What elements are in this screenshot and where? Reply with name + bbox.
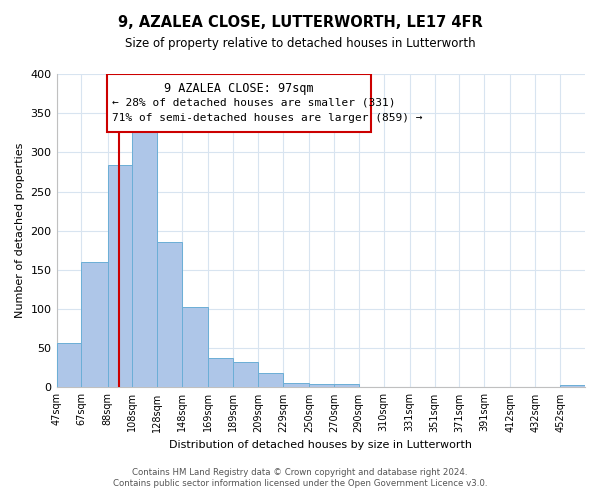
FancyBboxPatch shape <box>107 74 371 132</box>
Text: 9, AZALEA CLOSE, LUTTERWORTH, LE17 4FR: 9, AZALEA CLOSE, LUTTERWORTH, LE17 4FR <box>118 15 482 30</box>
Bar <box>82 262 107 388</box>
Bar <box>56 343 82 388</box>
Bar <box>258 372 283 388</box>
Bar <box>560 385 585 388</box>
Bar <box>233 362 258 388</box>
Text: 9 AZALEA CLOSE: 97sqm: 9 AZALEA CLOSE: 97sqm <box>164 82 314 95</box>
Text: ← 28% of detached houses are smaller (331): ← 28% of detached houses are smaller (33… <box>112 98 395 108</box>
Y-axis label: Number of detached properties: Number of detached properties <box>15 143 25 318</box>
Bar <box>208 358 233 388</box>
Text: 71% of semi-detached houses are larger (859) →: 71% of semi-detached houses are larger (… <box>112 113 422 123</box>
Bar <box>309 384 334 388</box>
Bar <box>283 382 309 388</box>
Text: Contains HM Land Registry data © Crown copyright and database right 2024.
Contai: Contains HM Land Registry data © Crown c… <box>113 468 487 487</box>
Bar <box>133 130 157 388</box>
Text: Size of property relative to detached houses in Lutterworth: Size of property relative to detached ho… <box>125 38 475 51</box>
Bar <box>334 384 359 388</box>
X-axis label: Distribution of detached houses by size in Lutterworth: Distribution of detached houses by size … <box>169 440 472 450</box>
Bar <box>107 165 133 388</box>
Bar <box>182 306 208 388</box>
Bar <box>157 242 182 388</box>
